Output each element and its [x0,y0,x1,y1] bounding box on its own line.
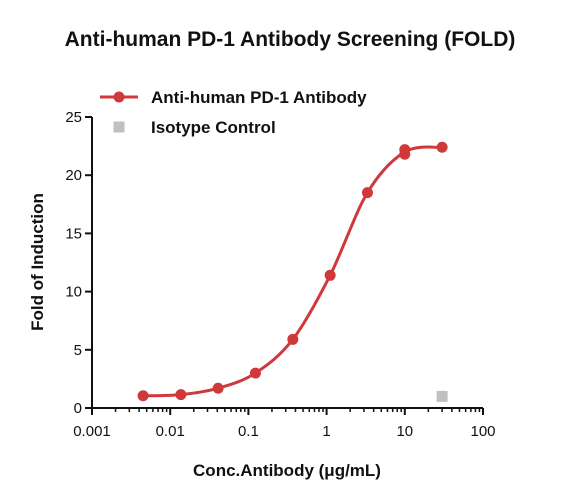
data-point-series-0 [399,148,411,160]
data-point-series-0 [212,382,224,394]
data-point-series-0 [287,333,299,345]
y-tick-label: 5 [74,342,82,359]
series-layer [137,141,448,402]
legend-label: Anti-human PD-1 Antibody [151,88,367,107]
data-point-series-1 [436,390,448,402]
data-point-series-0 [324,269,336,281]
data-point-series-0 [436,141,448,153]
data-point-series-0 [249,367,261,379]
x-tick-label: 0.1 [238,423,259,440]
y-tick-label: 20 [65,167,82,184]
data-point-series-0 [175,389,187,401]
x-tick-label: 0.001 [73,423,111,440]
y-tick-label: 0 [74,400,82,417]
legend-marker [113,91,125,103]
data-point-series-0 [137,390,149,402]
legend: Anti-human PD-1 Antibody Isotype Control [100,88,367,137]
y-tick-label: 15 [65,225,82,242]
fit-curve-series-0 [143,145,443,398]
legend-label: Isotype Control [151,118,276,137]
x-axis-label: Conc.Antibody (μg/mL) [193,461,381,480]
x-tick-label: 0.01 [156,423,185,440]
x-tick-label: 10 [396,423,413,440]
y-tick-label: 10 [65,284,82,301]
data-point-series-0 [361,187,373,199]
legend-marker [113,121,125,133]
x-tick-label: 1 [322,423,330,440]
y-axis-ticks: 0 5 10 15 20 25 [65,109,92,417]
plot-area: 0 5 10 15 20 25 0.001 0.01 0.1 1 10 100 [65,109,495,440]
x-tick-label: 100 [470,423,495,440]
y-axis-label: Fold of Induction [28,193,47,331]
y-tick-label: 25 [65,109,82,126]
x-axis-ticks: 0.001 0.01 0.1 1 10 100 [73,408,496,440]
chart-title: Anti-human PD-1 Antibody Screening (FOLD… [65,28,516,51]
